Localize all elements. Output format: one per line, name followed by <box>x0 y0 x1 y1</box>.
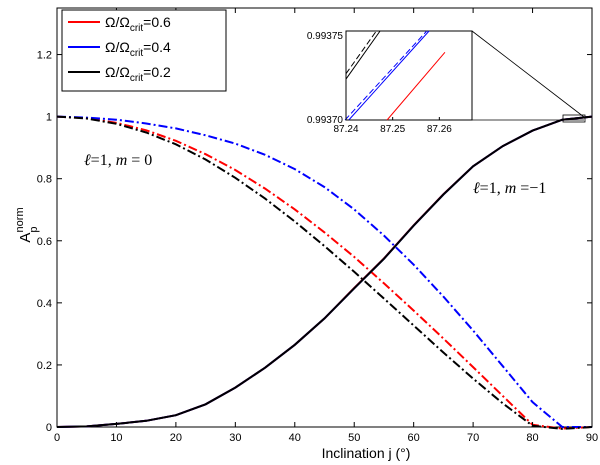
annotation-m1: ℓ=1, m =−1 <box>473 180 546 197</box>
x-tick-label: 90 <box>586 432 598 444</box>
legend-label: Ω/Ωcrit=0.6 <box>105 14 171 34</box>
x-tick-label: 10 <box>110 432 122 444</box>
y-axis-label-sub: p <box>28 226 40 232</box>
series-line-m0-0.6 <box>56 115 593 430</box>
inset-y-tick-label: 0.99375 <box>307 31 344 42</box>
x-tick-label: 60 <box>408 432 420 444</box>
x-tick-label: 40 <box>289 432 301 444</box>
inset-y-tick-label: 0.99370 <box>307 115 344 126</box>
inset-series-line <box>345 30 381 80</box>
legend-box <box>61 9 227 92</box>
y-tick-label: 0.4 <box>37 298 52 310</box>
y-tick-label: 0.6 <box>37 236 52 248</box>
y-ticks: 0 0.2 0.4 0.6 0.8 1 1.2 <box>37 50 592 434</box>
x-tick-label: 20 <box>170 432 182 444</box>
inset-series-line <box>348 30 430 121</box>
x-tick-label: 80 <box>526 432 538 444</box>
inset: 87.24 87.25 87.26 0.99370 0.99375 <box>307 30 586 135</box>
inset-series-line <box>386 52 446 121</box>
legend: Ω/Ωcrit=0.6 Ω/Ωcrit=0.4 Ω/Ωcrit=0.2 <box>61 9 227 92</box>
inset-x-tick-label: 87.25 <box>380 124 405 135</box>
svg-text:Apnorm: Apnorm <box>14 207 40 242</box>
inset-zoom-marker <box>562 114 586 123</box>
y-axis-label-main: A <box>17 233 34 243</box>
inset-connector-top <box>471 30 585 118</box>
y-tick-label: 0.2 <box>37 360 52 372</box>
series-line-m1-0.2 <box>56 115 593 428</box>
plot-frame <box>56 7 593 428</box>
y-tick-label: 0 <box>46 422 52 434</box>
inset-y-ticks: 0.99370 0.99375 <box>307 30 349 126</box>
legend-items: Ω/Ωcrit=0.6 Ω/Ωcrit=0.4 Ω/Ωcrit=0.2 <box>68 14 171 84</box>
series-layer <box>56 115 593 430</box>
y-tick-label: 1.2 <box>37 50 52 62</box>
y-axis-label-sup: norm <box>14 207 26 232</box>
inset-series <box>344 30 446 121</box>
inset-x-tick-label: 87.24 <box>333 124 358 135</box>
inset-frame <box>345 30 473 121</box>
legend-label: Ω/Ωcrit=0.2 <box>105 64 171 84</box>
series-line-m0-0.4 <box>56 115 592 428</box>
legend-label: Ω/Ωcrit=0.4 <box>105 39 171 59</box>
y-tick-label: 1 <box>46 112 52 124</box>
inset-x-tick-label: 87.26 <box>427 124 452 135</box>
x-tick-label: 50 <box>348 432 360 444</box>
x-axis-label: Inclination j (°) <box>322 445 411 461</box>
x-ticks: 0 10 20 30 40 50 60 70 80 90 <box>54 8 598 444</box>
y-tick-label: 0.8 <box>37 174 52 186</box>
x-tick-label: 70 <box>467 432 479 444</box>
annotation-m0: ℓ=1, m = 0 <box>84 152 152 169</box>
series-line-m0-0.2 <box>56 115 593 430</box>
inset-series-line <box>344 30 428 121</box>
y-axis-label: Apnorm <box>14 207 40 242</box>
x-tick-label: 0 <box>54 432 60 444</box>
x-tick-label: 30 <box>229 432 241 444</box>
